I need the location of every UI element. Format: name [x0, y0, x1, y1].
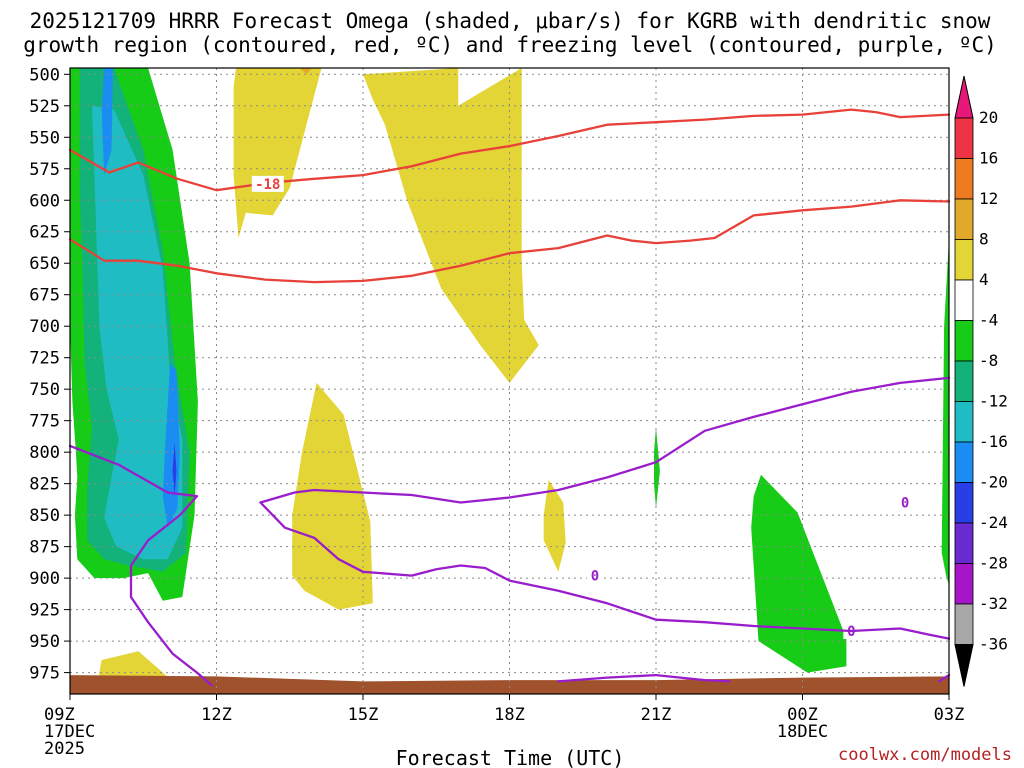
colorbar-label-8: 8	[979, 230, 989, 249]
y-tick-label-500: 500	[29, 65, 60, 85]
colorbar-label--8: -8	[979, 351, 998, 370]
freezing-level-main	[68, 444, 213, 687]
colorbar-band--12-to--8	[954, 360, 974, 402]
y-tick-label-900: 900	[29, 569, 60, 589]
pressure-axis: 500 525 550 575 600 625 650 675 700 725 750 775 800 8…	[29, 65, 70, 684]
colorbar-bottom-arrow	[954, 644, 974, 687]
x-tick-date-00Z: 18DEC	[777, 722, 828, 742]
colorbar-label--12: -12	[979, 392, 1008, 411]
sinking-motion-small	[543, 479, 566, 572]
colorbar-band--16-to--12	[954, 401, 974, 443]
colorbar-band--4-to-4	[954, 279, 974, 321]
colorbar-label--16: -16	[979, 432, 1008, 451]
rising-motion-right-edge	[941, 238, 949, 585]
upward-motion-band-20	[101, 68, 113, 176]
y-tick-label-725: 725	[29, 349, 60, 369]
y-tick-label-925: 925	[29, 601, 60, 621]
x-tick-label-21Z: 21Z	[641, 705, 672, 725]
colorbar-band--24-to--20	[954, 482, 974, 524]
x-tick-label-00Z: 00Z	[787, 705, 818, 725]
x-tick-year-09Z: 2025	[44, 739, 85, 759]
y-tick-label-700: 700	[29, 317, 60, 337]
y-tick-label-850: 850	[29, 506, 60, 526]
x-tick-date-09Z: 17DEC	[44, 722, 95, 742]
y-tick-label-575: 575	[29, 160, 60, 180]
y-tick-label-800: 800	[29, 443, 60, 463]
colorbar-label-20: 20	[979, 108, 998, 127]
freezing-level-surface-right	[938, 673, 951, 683]
colorbar-band-8-to-12	[954, 198, 974, 240]
colorbar-band--32-to--28	[954, 563, 974, 605]
ground-surface	[70, 675, 949, 694]
freezing-level-third-label-bg	[586, 567, 603, 584]
colorbar-label--36: -36	[979, 635, 1008, 654]
freezing-level-third	[259, 501, 951, 640]
y-tick-label-625: 625	[29, 223, 60, 243]
x-tick-label-09Z: 09Z	[44, 705, 75, 725]
sinking-motion-peak	[299, 68, 312, 75]
y-tick-label-525: 525	[29, 97, 60, 117]
colorbar-label--32: -32	[979, 594, 1008, 613]
x-tick-label-15Z: 15Z	[348, 705, 379, 725]
colorbar-label--24: -24	[979, 513, 1008, 532]
colorbar-band-12-to-16	[954, 158, 974, 200]
x-tick-label-12Z: 12Z	[201, 705, 232, 725]
upward-motion-band-24	[172, 442, 177, 497]
colorbar-top-arrow	[954, 75, 974, 119]
colorbar-band--28-to--24	[954, 522, 974, 564]
grid-lines	[70, 68, 949, 694]
sinking-motion-upper	[233, 68, 322, 238]
colorbar-label--20: -20	[979, 473, 1008, 492]
chart-title-line-2: growth region (contoured, red, ºC) and f…	[23, 33, 997, 57]
freezing-level-second-label: 0	[901, 496, 909, 512]
y-tick-label-875: 875	[29, 538, 60, 558]
y-tick-label-675: 675	[29, 286, 60, 306]
dendritic-growth-contours: -18	[68, 108, 951, 284]
x-axis-label: Forecast Time (UTC)	[396, 746, 625, 768]
y-tick-label-975: 975	[29, 664, 60, 684]
colorbar-label-4: 4	[979, 270, 989, 289]
upward-motion-band-16	[92, 105, 183, 560]
sinking-motion-lower	[292, 382, 373, 610]
x-tick-label-03Z: 03Z	[934, 705, 965, 725]
colorbar-label-16: 16	[979, 149, 998, 168]
freezing-level-contours: 000	[68, 376, 951, 687]
freezing-level-second-label-bg	[897, 494, 914, 511]
colorbar-band--20-to--16	[954, 441, 974, 483]
y-tick-label-775: 775	[29, 412, 60, 432]
colorbar-band-4-to-8	[954, 239, 974, 281]
y-tick-label-750: 750	[29, 380, 60, 400]
colorbar-label--28: -28	[979, 554, 1008, 573]
sinking-motion-upper-right	[363, 68, 539, 383]
colorbar-band--8-to--4	[954, 320, 974, 362]
rising-motion-00z	[751, 474, 847, 673]
y-tick-label-825: 825	[29, 475, 60, 495]
isotherm-minus-12	[68, 199, 951, 284]
credit-link[interactable]: coolwx.com/models	[838, 745, 1012, 765]
colorbar-label-12: 12	[979, 189, 998, 208]
upward-motion-band-20-lower	[162, 364, 180, 528]
isotherm-minus-18-label-bg	[251, 175, 284, 192]
omega-shading	[70, 68, 949, 686]
isotherm-minus-18	[68, 108, 951, 192]
omega-colorbar: 20 16 12 8 4 -4 -8 -12 -16 -20 -24 -28 -32 -36	[954, 75, 1008, 687]
freezing-level-second	[259, 376, 951, 504]
y-tick-label-950: 950	[29, 632, 60, 652]
x-tick-label-18Z: 18Z	[494, 705, 525, 725]
freezing-level-surface	[557, 673, 731, 683]
isotherm-minus-18-label: -18	[255, 177, 280, 193]
freezing-level-third-label: 0	[591, 569, 599, 585]
colorbar-band--36-to--32	[954, 603, 974, 645]
y-tick-label-650: 650	[29, 254, 60, 274]
colorbar-band-16-to-20	[954, 117, 974, 159]
rising-motion-21z	[654, 427, 660, 509]
chart-title-line-1: 2025121709 HRRR Forecast Omega (shaded, …	[30, 9, 991, 33]
y-tick-label-550: 550	[29, 128, 60, 148]
ground-terrain	[70, 675, 949, 694]
colorbar-label--4: -4	[979, 311, 998, 330]
y-tick-label-600: 600	[29, 191, 60, 211]
